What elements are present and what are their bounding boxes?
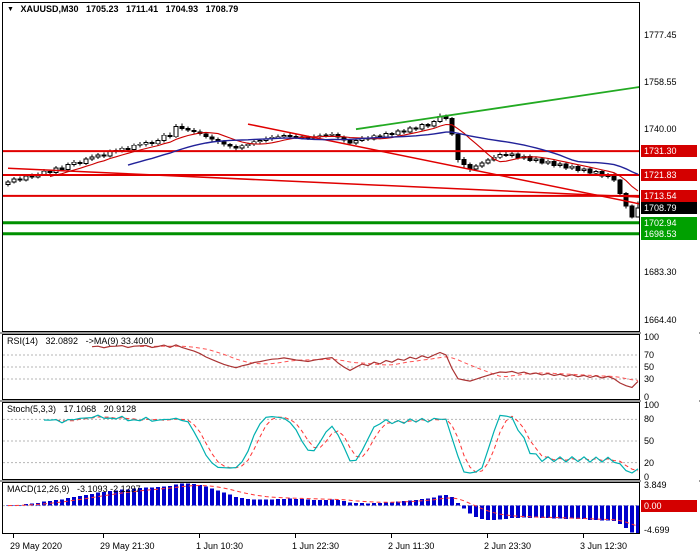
rsi-label: RSI(14) [7,336,39,346]
rsi-axis-label: 100 [644,332,660,342]
time-axis-label: 2 Jun 11:30 [388,541,435,551]
time-tick [487,534,488,538]
price-level-badge: 1731.30 [641,145,697,157]
price-level-badge: 1713.54 [641,190,697,202]
panel-separator[interactable] [0,400,700,402]
rsi-panel: RSI(14) 32.0892 ->MA(9) 33.4000 [2,334,640,400]
rsi-axis-label: 70 [644,350,655,360]
ohlc-high: 1711.41 [126,4,159,14]
time-tick [391,534,392,538]
time-axis-label: 1 Jun 10:30 [196,541,244,551]
macd-axis-label: 3.849 [644,480,667,490]
stochastic-panel: Stoch(5,3,3) 17.1068 20.9128 [2,402,640,480]
current-price-badge: 1708.79 [641,202,697,214]
time-axis[interactable]: 29 May 2020 29 May 21:30 1 Jun 10:30 1 Jun … [0,534,700,560]
stoch-header: Stoch(5,3,3) 17.1068 20.9128 [7,404,136,414]
price-axis-label: 1777.45 [644,30,677,40]
panel-separator[interactable] [0,332,700,334]
stoch-axis-label: 80 [644,414,655,424]
ohlc-low: 1704.93 [165,4,199,14]
time-tick [13,534,14,538]
ohlc-open: 1705.23 [85,4,119,14]
stoch-axis-label: 50 [644,436,655,446]
rsi-axis-label: 0 [644,392,650,402]
price-level-badge: 1698.53 [641,228,697,240]
main-chart-panel: ▼ XAUUSD,M30 1705.23 1711.41 1704.93 170… [2,2,640,332]
stoch-axis-label: 20 [644,458,655,468]
rsi-ma-value: 33.4000 [120,336,154,346]
rsi-chart[interactable] [3,335,639,399]
rsi-header: RSI(14) 32.0892 ->MA(9) 33.4000 [7,336,153,346]
time-tick [583,534,584,538]
candlestick-chart[interactable] [3,3,639,331]
macd-value: -3.1093 -2.1297 [77,484,141,494]
price-axis-label: 1758.55 [644,77,677,87]
ohlc-close: 1708.79 [205,4,239,14]
time-axis-label: 1 Jun 22:30 [292,541,340,551]
rsi-axis-label: 30 [644,374,655,384]
stoch-k-value: 17.1068 [63,404,97,414]
macd-axis-label: -4.699 [644,525,670,535]
stoch-axis-label: 0 [644,472,650,482]
chart-header: ▼ XAUUSD,M30 1705.23 1711.41 1704.93 170… [7,4,238,14]
rsi-axis-label: 50 [644,362,655,372]
time-axis-label: 3 Jun 12:30 [580,541,628,551]
price-level-badge: 1721.83 [641,169,697,181]
stoch-axis-label: 100 [644,400,660,410]
time-axis-label: 2 Jun 23:30 [484,541,532,551]
stochastic-chart[interactable] [3,403,639,479]
time-tick [199,534,200,538]
macd-chart[interactable] [3,483,639,533]
macd-header: MACD(12,26,9) -3.1093 -2.1297 [7,484,141,494]
chart-expand-icon[interactable]: ▼ [7,6,14,13]
panel-separator[interactable] [0,480,700,482]
symbol-period-label: XAUUSD,M30 [20,4,79,14]
price-level-badge: 1702.94 [641,217,697,229]
time-tick [295,534,296,538]
rsi-ma-label: ->MA(9) [85,336,119,346]
macd-zero-badge: 0.00 [641,500,697,512]
time-axis-label: 29 May 2020 [10,541,63,551]
price-axis-label: 1683.30 [644,267,677,277]
stoch-label: Stoch(5,3,3) [7,404,57,414]
stoch-d-value: 20.9128 [103,404,137,414]
price-axis-label: 1664.40 [644,315,677,325]
price-axis-label: 1740.00 [644,124,677,134]
macd-label: MACD(12,26,9) [7,484,70,494]
time-axis-label: 29 May 21:30 [100,541,155,551]
macd-panel: MACD(12,26,9) -3.1093 -2.1297 [2,482,640,534]
time-tick [103,534,104,538]
price-axis[interactable]: 1777.45 1758.55 1740.00 1683.30 1664.40 1731.… [641,0,699,535]
rsi-value: 32.0892 [45,336,79,346]
